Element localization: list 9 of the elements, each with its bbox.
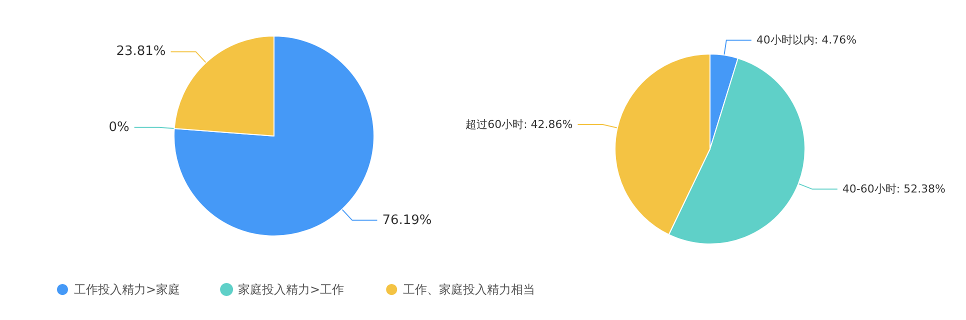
slice-label: 40-60小时: 52.38% [842, 182, 946, 196]
legend-label: 工作、家庭投入精力相当 [403, 282, 536, 296]
legend-label: 工作投入精力>家庭 [74, 282, 180, 296]
data-label: 23.81% [116, 44, 166, 60]
slice-label: 超过60小时: 42.86% [466, 118, 573, 132]
slice-label: 40小时以内: 4.76% [756, 34, 857, 47]
legend-label: 家庭投入精力>工作 [238, 282, 344, 296]
data-label: 76.19% [382, 212, 432, 228]
text: 0% [108, 120, 130, 135]
